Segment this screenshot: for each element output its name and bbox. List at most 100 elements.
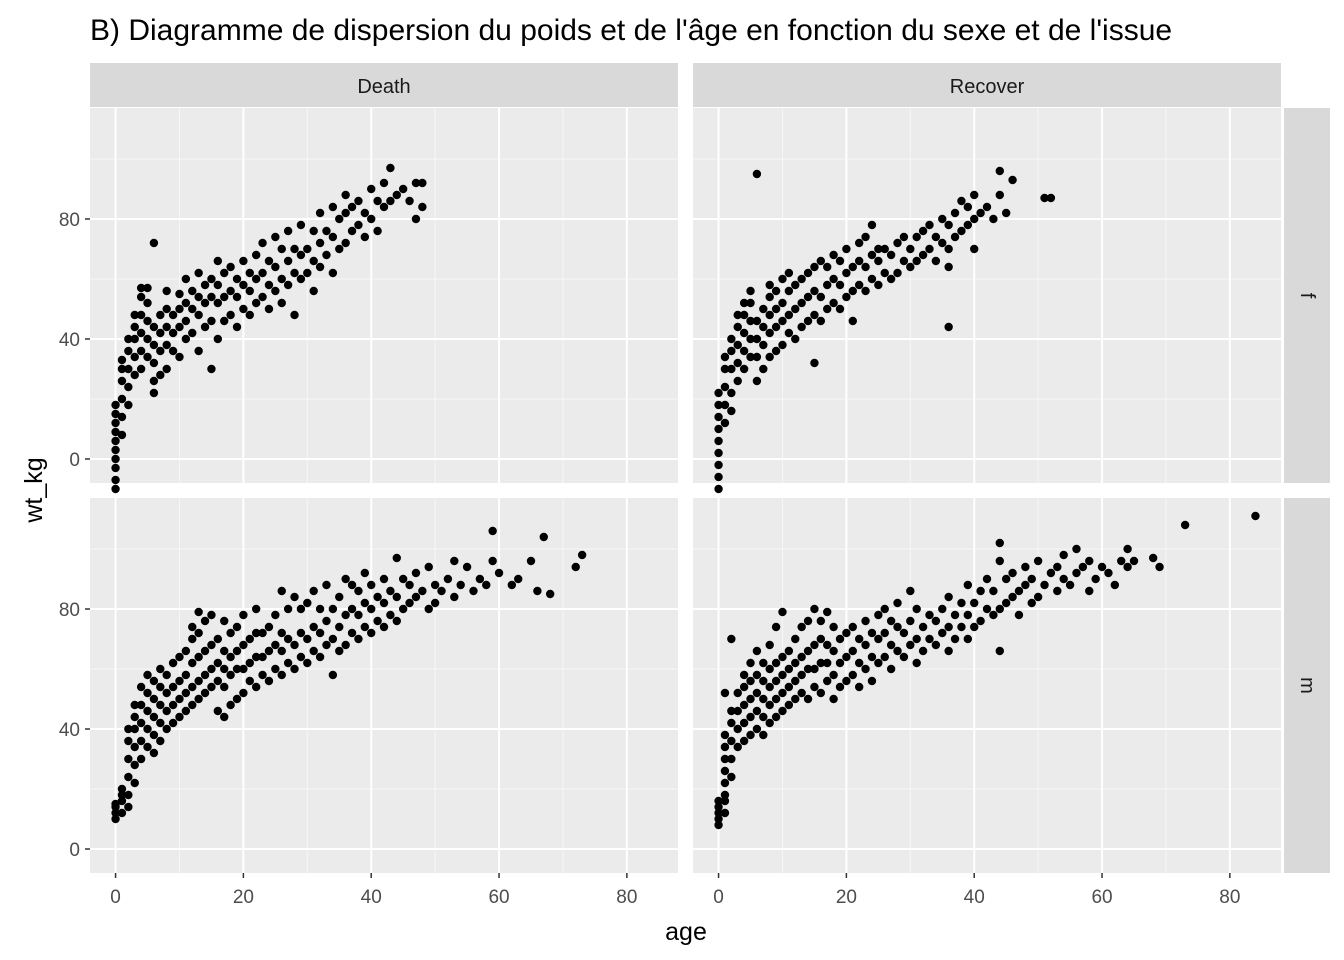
strip-row-m	[1284, 498, 1330, 873]
data-point	[194, 694, 203, 704]
data-point	[111, 799, 120, 809]
data-point	[842, 292, 851, 302]
data-point	[213, 634, 223, 644]
data-point	[232, 274, 242, 284]
data-point	[200, 280, 210, 290]
data-point	[271, 286, 280, 296]
data-point	[714, 388, 723, 398]
data-point	[290, 664, 299, 674]
data-point	[995, 646, 1004, 656]
data-point	[810, 604, 819, 614]
data-point	[194, 652, 203, 662]
data-point	[765, 682, 774, 692]
data-point	[733, 340, 742, 350]
data-point	[277, 646, 286, 656]
data-point	[156, 310, 165, 320]
data-point	[354, 634, 363, 644]
data-point	[1104, 568, 1113, 578]
data-point	[835, 304, 845, 314]
data-point	[213, 256, 223, 266]
data-point	[130, 724, 139, 734]
data-point	[720, 418, 730, 428]
data-point	[149, 388, 159, 398]
data-point	[982, 574, 992, 584]
data-point	[328, 604, 338, 614]
data-point	[418, 202, 427, 212]
data-point	[194, 628, 203, 638]
data-point	[251, 682, 261, 692]
data-point	[175, 652, 184, 662]
data-point	[226, 652, 235, 662]
data-point	[1129, 556, 1139, 566]
data-point	[328, 232, 338, 242]
data-point	[714, 820, 723, 830]
data-point	[124, 400, 133, 410]
data-point	[893, 238, 902, 248]
data-point	[912, 604, 921, 614]
data-point	[136, 700, 146, 710]
data-point	[200, 688, 210, 698]
data-point	[130, 370, 139, 380]
data-point	[784, 682, 794, 692]
data-point	[759, 694, 768, 704]
data-point	[727, 754, 736, 764]
data-point	[232, 664, 242, 674]
data-point	[207, 274, 216, 284]
data-point	[181, 670, 191, 680]
x-axis-title: age	[665, 918, 707, 946]
data-point	[823, 262, 832, 272]
data-point	[791, 304, 800, 314]
data-point	[309, 622, 318, 632]
data-point	[545, 589, 555, 599]
data-point	[111, 475, 120, 485]
data-point	[752, 706, 762, 716]
data-point	[309, 286, 318, 296]
data-point	[733, 322, 742, 332]
data-point	[1021, 562, 1030, 572]
data-point	[816, 634, 826, 644]
data-point	[1123, 544, 1132, 554]
data-point	[752, 316, 762, 326]
data-point	[367, 184, 376, 194]
strip-death	[90, 63, 678, 107]
data-point	[367, 628, 376, 638]
data-point	[335, 592, 344, 602]
data-point	[886, 250, 896, 260]
data-point	[392, 616, 401, 626]
data-point	[207, 664, 216, 674]
data-point	[893, 268, 902, 278]
data-point	[277, 670, 286, 680]
data-point	[771, 658, 781, 668]
data-point	[136, 682, 146, 692]
data-point	[156, 736, 165, 746]
data-point	[803, 646, 813, 656]
data-point	[1053, 586, 1062, 596]
data-point	[823, 607, 832, 617]
data-point	[931, 232, 941, 242]
data-point	[188, 682, 197, 692]
data-point	[880, 244, 889, 254]
data-point	[264, 646, 274, 656]
data-point	[117, 412, 127, 422]
data-point	[335, 214, 344, 224]
data-point	[264, 676, 274, 686]
data-point	[874, 280, 883, 290]
data-point	[1008, 175, 1017, 185]
data-point	[347, 202, 357, 212]
data-point	[1021, 580, 1030, 590]
data-point	[245, 634, 254, 644]
data-point	[271, 640, 280, 650]
data-point	[418, 178, 427, 188]
data-point	[899, 256, 909, 266]
data-point	[714, 400, 723, 410]
data-point	[720, 352, 730, 362]
data-point	[379, 574, 389, 584]
data-point	[803, 616, 813, 626]
data-point	[784, 286, 794, 296]
data-point	[1097, 562, 1107, 572]
data-point	[867, 250, 877, 260]
data-point	[143, 316, 152, 326]
data-point	[739, 364, 749, 374]
data-point	[950, 208, 960, 218]
y-tick-label: 40	[59, 720, 80, 741]
